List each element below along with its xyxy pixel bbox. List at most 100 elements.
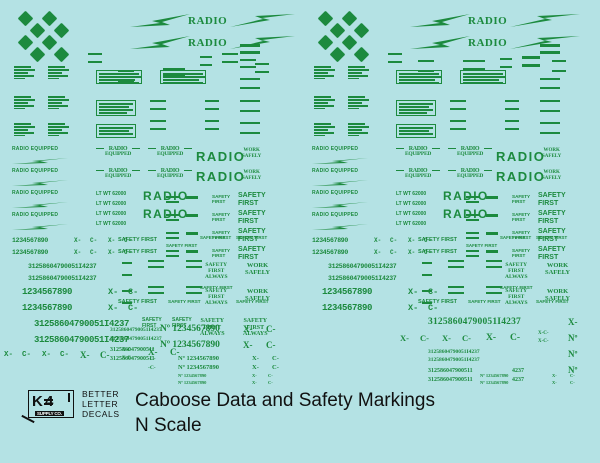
mark-c: C- [128,287,139,297]
safety-first-label: SAFETY FIRST [538,246,566,261]
herald-logo [348,123,370,137]
placard-box [396,100,436,116]
mark-c: C- [90,237,98,244]
number-long: 31258604790051I4237 [328,275,397,282]
work-safely-label: WORK SAFELY [542,170,562,181]
placard-box [96,70,142,84]
radio-bold-label: RADIO [196,169,246,184]
mark-c: C- [100,350,110,360]
placard-box [96,100,136,116]
lightning-bolt-icon [312,180,368,186]
lt-wt-label: LT WT 62000 [96,221,127,227]
mark-c: C- [272,355,279,362]
number-long: 31258604790051I4237 [328,263,397,270]
mark-xc: X-C- [122,348,133,353]
lt-wt-label: LT WT 62000 [396,191,427,197]
mark-x: X- [108,303,119,313]
mark-c: C- [266,340,276,350]
mark-xc: X-C- [538,331,549,336]
k4-logo-bar [44,403,53,405]
radio-equipped-bolt: RADIO EQUIPPED [12,168,68,192]
work-safely-label: WORK SAFELY [245,262,271,276]
lightning-bolt-icon [12,224,68,230]
safety-first-label: SAFETY FIRST [418,299,458,305]
number-long-b: 312586047900511 [428,368,473,374]
herald-logo [14,66,36,80]
safety-first-label: SAFETY FIRST [536,235,568,240]
work-safely-label: WORK SAFELY [242,170,262,181]
number-long-large: 31258604790051I4237 [34,335,130,345]
mark-x: X- [408,303,419,313]
mark-c: C- [272,364,279,371]
mark-c: C- [428,303,439,313]
safety-first-label: SAFETY FIRST [468,299,501,304]
safety-first-label: SAFETY FIRST [200,235,232,240]
digits-row-large: 1234567890 [322,287,373,297]
lt-wt-label: LT WT 62000 [396,221,427,227]
safety-first-label: SAFETY FIRST [536,299,569,304]
radio-equipped-bolt: RADIO EQUIPPED [12,190,68,214]
mark-xc: -C- [148,356,156,362]
mark-x: X- [252,364,259,371]
radio-bold-label: RADIO [443,190,489,202]
safety-first-label: SAFETY FIRST [538,210,566,225]
herald-logo [48,96,70,110]
radio-label: RADIO [468,15,508,27]
safety-first-label: SAFETY FIRST [500,285,533,290]
safety-first-label: SAFETY FIRST [500,235,532,240]
number-long: 31258604790051I4237 [110,336,162,342]
number-prefix: Nº [568,333,578,343]
herald-logo [348,96,370,110]
radio-equipped-bolt: RADIO EQUIPPED [12,212,68,236]
mark-c: C- [424,249,432,256]
mark-x: X- [374,249,382,256]
radio-equipped-logo: RADIO EQUIPPED [448,146,492,157]
safety-first-label: SAFETY FIRST [238,228,266,243]
lightning-bolt-icon [510,36,580,49]
safety-first-label: SAFETY FIRST [512,230,531,240]
number-tail: 4237 [512,377,524,383]
mark-x: X- [374,237,382,244]
safety-first-label: SAFETY FIRST [236,235,268,240]
mark-x: X- [408,237,416,244]
safety-first-label: SAFETY FIRST [418,249,458,255]
mark-c: C- [428,287,439,297]
lt-wt-label: LT WT 62000 [96,211,127,217]
number-long-b: 312586047900511 [110,356,155,362]
mark-c: C- [570,373,575,378]
mark-x: X- [252,380,257,385]
brand-tagline: BETTER LETTER DECALS [82,389,120,419]
radio-equipped-logo: RADIO EQUIPPED [148,168,192,179]
radio-label: RADIO [188,37,228,49]
mark-c: C- [124,249,132,256]
tagline-line-3: DECALS [82,409,120,419]
safety-first-label: SAFETY FIRST [212,212,231,222]
mark-c: C- [420,333,429,343]
tagline-line-1: BETTER [82,389,120,399]
safety-first-label: SAFETY FIRST [200,285,233,290]
lightning-bolt-icon [230,14,295,27]
safety-first-label: SAFETY FIRST [466,243,498,248]
k4-logo-bar [44,399,53,401]
safety-first-always-label: SAFETY FIRST ALWAYS [205,262,228,280]
safety-first-label: SAFETY FIRST [538,192,566,207]
radio-bolt-row: RADIO [130,36,295,54]
mark-x: X- [42,351,52,359]
lightning-bolt-icon [12,202,68,208]
mark-x: X- [408,249,416,256]
herald-logo [14,96,36,110]
radio-equipped-bolt: RADIO EQUIPPED [312,146,368,170]
radio-bolt-row: RADIO [130,14,295,32]
number-serif-row: Nº 1234567890 [480,380,509,385]
work-safely-label: WORK SAFELY [245,288,271,302]
number-long: 31258604790051I4237 [110,327,162,333]
digits-row: 1234567890 [312,249,349,256]
decal-panel-left: RADIO RADIO [0,0,300,385]
mark-x: X- [408,287,419,297]
decal-panel-right: RADIO RADIO [300,0,600,385]
diamond-cluster [16,10,74,63]
number-serif-row: Nº 1234567890 [178,380,207,385]
radio-bolt-row: RADIO [410,14,590,32]
radio-equipped-logo: RADIO EQUIPPED [96,146,140,157]
mark-c: C- [462,333,471,343]
